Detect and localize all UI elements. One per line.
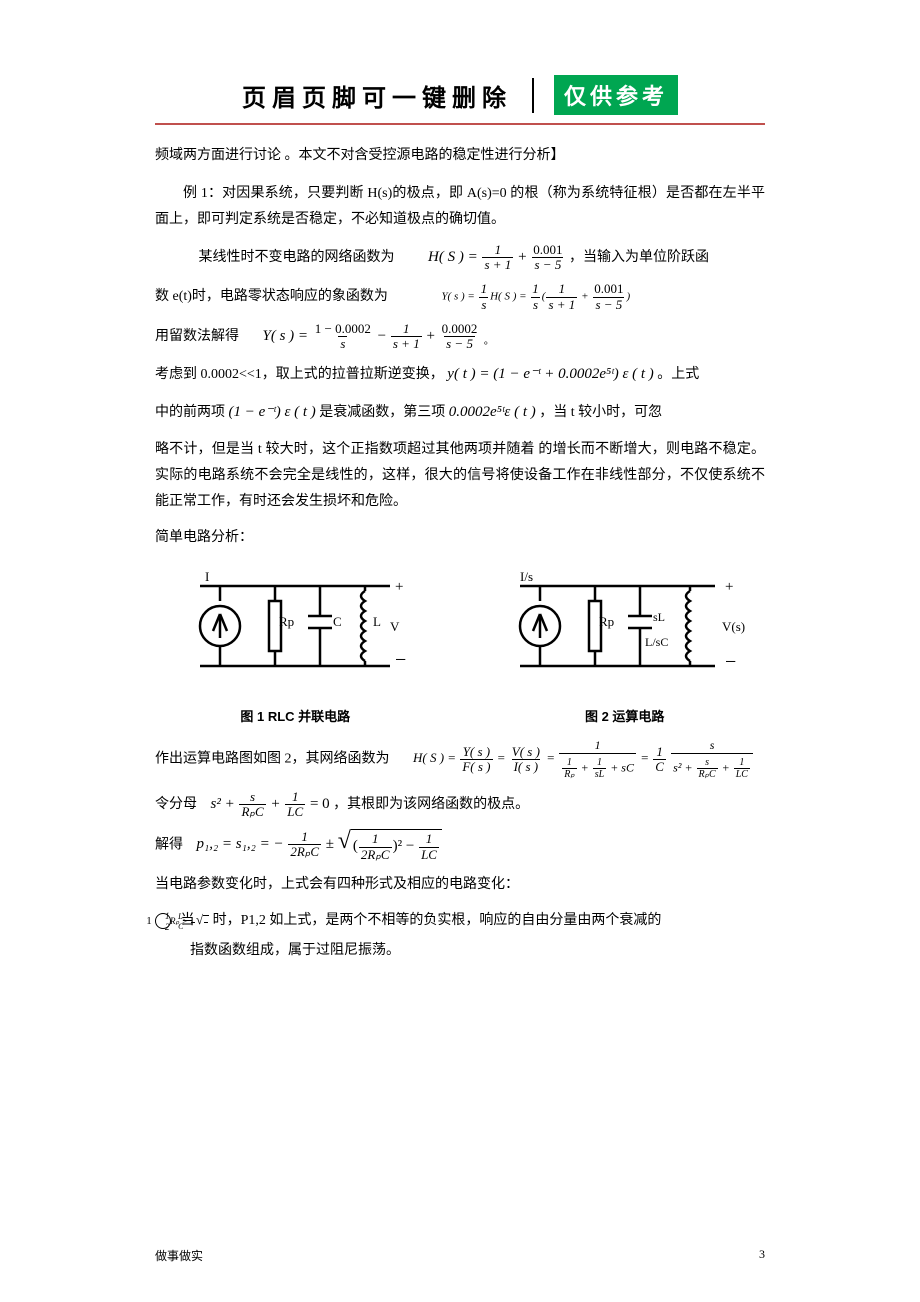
term-b: 0.0002e⁵ᵗε ( t ): [449, 399, 536, 427]
text: 时，P1,2 如上式，是两个不相等的负实根，响应的自由分量由两个衰减的: [213, 913, 662, 928]
text: 。上式: [657, 368, 699, 383]
line-terms: 中的前两项 (1 − e⁻ᵗ) ε ( t ) 是衰减函数，第三项 0.0002…: [155, 399, 765, 427]
svg-text:V(s): V(s): [722, 619, 745, 634]
equation-roots: p₁,₂ = s₁,₂ = − 12RₚC ± √ (12RₚC)² − 1LC: [197, 829, 442, 862]
circuit-2-svg: I/s + − Rp sL L/sC V(s): [500, 566, 750, 686]
text: 用留数法解得: [155, 329, 239, 344]
svg-text:+: +: [395, 579, 403, 595]
text: 某线性时不变电路的网络函数为: [199, 250, 395, 265]
equation-ys2: Y( s ) = 1 − 0.0002s − 1s + 1 + 0.0002s …: [263, 322, 481, 352]
text: ，其根即为该网络函数的极点。: [333, 797, 529, 812]
svg-text:V: V: [390, 619, 400, 634]
page-footer: 做事做实 3: [155, 1247, 765, 1264]
svg-text:Rp: Rp: [599, 614, 614, 629]
text: ，当输入为单位阶跃函: [569, 250, 709, 265]
text: 。: [484, 336, 494, 347]
svg-text:−: −: [725, 651, 736, 673]
equation-ys1: Y( s ) = 1sH( S ) = 1s(1s + 1 + 0.001s −…: [441, 282, 630, 312]
term-a: (1 − e⁻ᵗ) ε ( t ): [229, 399, 316, 427]
page-header: 页眉页脚可一键删除 仅供参考: [155, 75, 765, 125]
text: 考虑到 0.0002<<1，取上式的拉普拉斯逆变换，: [155, 368, 444, 383]
document-body: 频域两方面进行讨论 。本文不对含受控源电路的稳定性进行分析】 例 1：对因果系统…: [155, 143, 765, 964]
equation-denom: s² + sRₚC + 1LC = 0: [211, 790, 330, 820]
figure-1: I + − Rp C L V: [155, 566, 436, 696]
paragraph: 当电路参数变化时，上式会有四种形式及相应的电路变化：: [155, 872, 765, 898]
svg-text:I/s: I/s: [520, 569, 533, 584]
line-ys1: 数 e(t)时，电路零状态响应的象函数为 Y( s ) = 1sH( S ) =…: [155, 282, 765, 312]
figure-1-caption: 图 1 RLC 并联电路: [155, 705, 436, 729]
text: 中的前两项: [155, 405, 225, 420]
svg-text:L: L: [373, 614, 381, 629]
svg-text:+: +: [725, 579, 733, 595]
paragraph: 略不计，但是当 t 较大时，这个正指数项超过其他两项并随着 的增长而不断增大，则…: [155, 437, 765, 515]
header-title: 页眉页脚可一键删除: [242, 78, 534, 113]
text: 解得: [155, 838, 183, 853]
line-roots: 解得 p₁,₂ = s₁,₂ = − 12RₚC ± √ (12RₚC)² − …: [155, 829, 765, 862]
svg-text:C: C: [333, 614, 342, 629]
text: 是衰减函数，第三项: [319, 405, 445, 420]
circuit-1-svg: I + − Rp C L V: [180, 566, 410, 686]
footer-page-number: 3: [759, 1247, 765, 1264]
line-hfs: 作出运算电路图如图 2，其网络函数为 H( S ) = Y( s )F( s )…: [155, 739, 765, 779]
equation-hfs: H( S ) = Y( s )F( s ) = V( s )I( s ) = 1…: [413, 739, 754, 779]
equation-cond: Rₚ > 12√LC: [198, 908, 209, 932]
svg-text:Rp: Rp: [279, 614, 294, 629]
paragraph: 简单电路分析：: [155, 525, 765, 551]
header-badge: 仅供参考: [554, 75, 678, 115]
line-denom: 令分母 s² + sRₚC + 1LC = 0 ，其根即为该网络函数的极点。: [155, 790, 765, 820]
figure-2-caption: 图 2 运算电路: [484, 705, 765, 729]
example-1: 例 1：对因果系统，只要判断 H(s)的极点，即 A(s)=0 的根（称为系统特…: [155, 181, 765, 233]
figure-row: I + − Rp C L V: [155, 566, 765, 696]
footer-left: 做事做实: [155, 1247, 203, 1264]
line-yt: 考虑到 0.0002<<1，取上式的拉普拉斯逆变换， y( t ) = (1 −…: [155, 361, 765, 389]
text: 数 e(t)时，电路零状态响应的象函数为: [155, 289, 388, 304]
text: ，当 t 较小时，可忽: [539, 405, 662, 420]
svg-text:I: I: [205, 569, 209, 584]
equation-yt: y( t ) = (1 − e⁻ᵗ + 0.0002e⁵ᵗ) ε ( t ): [447, 361, 653, 389]
line-ys2: 用留数法解得 Y( s ) = 1 − 0.0002s − 1s + 1 + 0…: [155, 322, 765, 352]
text: 令分母: [155, 797, 197, 812]
text: 作出运算电路图如图 2，其网络函数为: [155, 752, 390, 767]
svg-text:−: −: [395, 649, 406, 671]
equation-hs: H( S ) = 1s + 1 + 0.001s − 5: [428, 243, 566, 273]
caption-row: 图 1 RLC 并联电路 图 2 运算电路: [155, 705, 765, 729]
svg-text:L/sC: L/sC: [645, 635, 668, 649]
paragraph: 频域两方面进行讨论 。本文不对含受控源电路的稳定性进行分析】: [155, 143, 765, 169]
svg-text:sL: sL: [653, 610, 665, 624]
list-item-1-cont: 指数函数组成，属于过阻尼振荡。: [155, 938, 765, 964]
figure-2: I/s + − Rp sL L/sC V(s): [484, 566, 765, 696]
line-hs: 某线性时不变电路的网络函数为 H( S ) = 1s + 1 + 0.001s …: [155, 243, 765, 273]
list-item-1: 1 当 Rₚ > 12√LC 时，P1,2 如上式，是两个不相等的负实根，响应的…: [155, 908, 765, 934]
